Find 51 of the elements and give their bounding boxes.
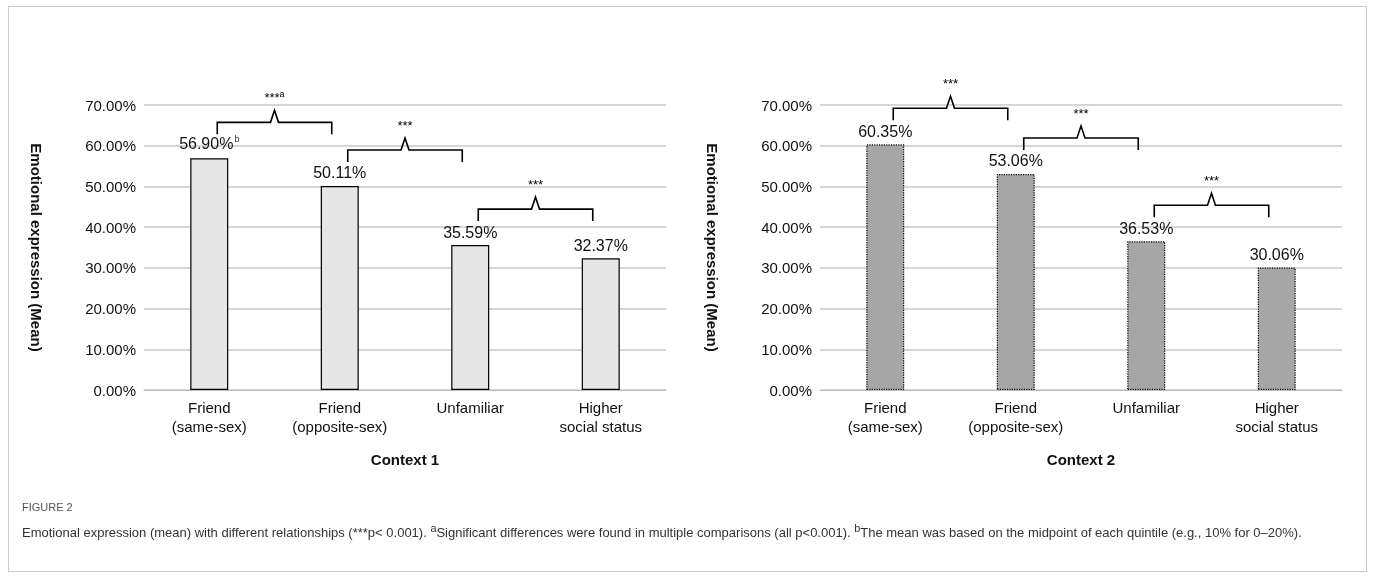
x-axis-title: Context 2 bbox=[1046, 451, 1116, 468]
bar bbox=[320, 185, 359, 390]
x-tick-label: Friend (same-sex) bbox=[171, 399, 247, 435]
y-tick-label: 20.00% bbox=[85, 300, 136, 318]
y-tick-label: 50.00% bbox=[761, 177, 812, 195]
y-tick-label: 70.00% bbox=[761, 96, 812, 114]
y-tick-label: 60.00% bbox=[761, 137, 812, 155]
annotation: *** bbox=[397, 117, 413, 133]
bar bbox=[1127, 241, 1166, 390]
data-label: 60.35% bbox=[858, 122, 913, 140]
annotation: *** bbox=[1073, 105, 1089, 121]
x-axis-title: Context 1 bbox=[370, 451, 440, 468]
x-tick-label: Higher social status bbox=[1235, 399, 1319, 435]
data-label: 50.11% bbox=[313, 164, 367, 182]
x-tick-label: Friend (same-sex) bbox=[847, 399, 923, 435]
x-tick-label: Friend (opposite-sex) bbox=[968, 399, 1064, 435]
y-tick-label: 30.00% bbox=[85, 259, 136, 277]
caption: FIGURE 2 bbox=[22, 500, 74, 515]
text: *** bbox=[942, 76, 959, 92]
bar bbox=[581, 258, 620, 390]
x-tick-label: Unfamiliar bbox=[436, 399, 505, 416]
y-axis-title: Emotional expression (Mean) bbox=[28, 143, 45, 352]
data-label: 32.37% bbox=[573, 236, 628, 254]
y-tick-label: 0.00% bbox=[93, 381, 136, 399]
data-label: 35.59% bbox=[443, 223, 498, 241]
y-axis-title: Emotional expression (Mean) bbox=[704, 143, 721, 352]
bar bbox=[190, 158, 229, 390]
data-label: 53.06% bbox=[988, 152, 1043, 170]
text: Emotional expression (mean) with different relationships (***p< 0.001). $^{a}$Significant differences were found in multiple comparisons (all p<0.001). $^{b}$The mean was based on the midpoint of each quintile (e.g., 10% for 0–20%). bbox=[22, 521, 1303, 543]
bar bbox=[866, 144, 905, 390]
y-tick-label: 10.00% bbox=[761, 340, 812, 358]
x-tick-label: Higher social status bbox=[559, 399, 643, 435]
y-tick-label: 50.00% bbox=[85, 177, 136, 195]
y-tick-label: 30.00% bbox=[761, 259, 812, 277]
data-label: 36.53% bbox=[1119, 219, 1174, 237]
y-tick-label: 20.00% bbox=[761, 300, 812, 318]
annotation: *** bbox=[1203, 173, 1220, 189]
y-tick-label: 40.00% bbox=[761, 218, 812, 236]
annotation: ***$^{a}$ bbox=[264, 89, 285, 106]
x-tick-label: Unfamiliar bbox=[1112, 399, 1181, 416]
bar bbox=[996, 173, 1035, 390]
bar bbox=[1257, 267, 1296, 390]
y-tick-label: 0.00% bbox=[769, 381, 812, 399]
y-tick-label: 60.00% bbox=[85, 137, 136, 155]
x-tick-label: Friend (opposite-sex) bbox=[292, 399, 388, 435]
y-tick-label: 10.00% bbox=[85, 340, 136, 358]
y-tick-label: 40.00% bbox=[85, 218, 136, 236]
annotation: *** bbox=[527, 177, 544, 193]
bar bbox=[451, 245, 490, 390]
data-label: 30.06% bbox=[1249, 246, 1304, 264]
y-tick-label: 70.00% bbox=[85, 96, 136, 114]
